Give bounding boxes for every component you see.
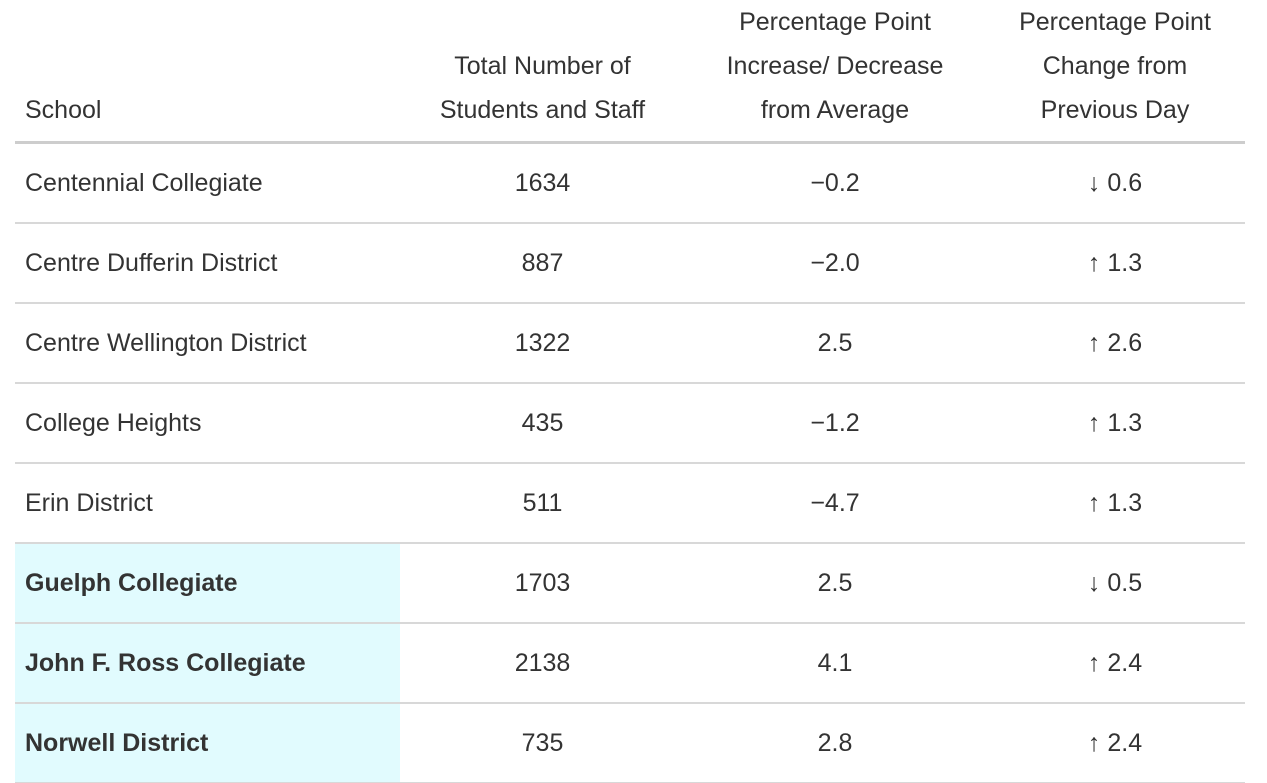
total-students-staff-value: 435 <box>521 408 564 437</box>
prev-day-change-value: 0.6 <box>1107 168 1143 197</box>
avg-change-cell: −2.0 <box>685 223 985 304</box>
total-students-staff-cell: 2138 <box>400 623 685 704</box>
table-row: Norwell District 735 2.8 ↑ 2.4 <box>15 703 1245 783</box>
up-arrow-icon: ↑ <box>1087 488 1101 517</box>
prev-day-change-value: 2.6 <box>1107 328 1143 357</box>
prev-day-change-value: 2.4 <box>1107 648 1143 677</box>
avg-change-value: 4.1 <box>817 648 853 677</box>
avg-change-cell: −1.2 <box>685 383 985 464</box>
down-arrow-icon: ↓ <box>1087 568 1101 597</box>
table-row: Centre Wellington District 1322 2.5 ↑ 2.6 <box>15 303 1245 384</box>
school-name: John F. Ross Collegiate <box>25 648 306 677</box>
school-name-cell: Centre Dufferin District <box>15 223 400 304</box>
total-students-staff-cell: 1322 <box>400 303 685 384</box>
avg-change-cell: 4.1 <box>685 623 985 704</box>
school-name-cell: Centennial Collegiate <box>15 142 400 224</box>
school-name: College Heights <box>25 408 202 437</box>
total-students-staff-value: 1703 <box>514 568 571 597</box>
school-name: Guelph Collegiate <box>25 568 238 597</box>
avg-change-value: 2.8 <box>817 728 853 757</box>
school-name: Centennial Collegiate <box>25 168 263 197</box>
column-header-total: Total Number of Students and Staff <box>400 0 685 144</box>
school-name-cell: Centre Wellington District <box>15 303 400 384</box>
header-row: School Total Number of Students and Staff P… <box>15 0 1245 144</box>
prev-day-change-cell: ↑ 2.6 <box>985 303 1245 384</box>
column-header-prev_day: Percentage Point Change from Previous Day <box>985 0 1245 144</box>
total-students-staff-cell: 735 <box>400 703 685 783</box>
school-name: Erin District <box>25 488 153 517</box>
prev-day-change-cell: ↓ 0.5 <box>985 543 1245 624</box>
school-name-cell: Guelph Collegiate <box>15 543 400 624</box>
school-name: Centre Wellington District <box>25 328 307 357</box>
total-students-staff-cell: 1634 <box>400 142 685 224</box>
school-name: Centre Dufferin District <box>25 248 278 277</box>
down-arrow-icon: ↓ <box>1087 168 1101 197</box>
prev-day-change-value: 0.5 <box>1107 568 1143 597</box>
up-arrow-icon: ↑ <box>1087 728 1101 757</box>
column-header-avg_change: Percentage Point Increase/ Decrease from A… <box>685 0 985 144</box>
total-students-staff-value: 887 <box>521 248 564 277</box>
prev-day-change-value: 2.4 <box>1107 728 1143 757</box>
school-name-cell: John F. Ross Collegiate <box>15 623 400 704</box>
prev-day-change-cell: ↑ 2.4 <box>985 623 1245 704</box>
school-stats-table: School Total Number of Students and Staff P… <box>15 0 1245 783</box>
table-row: John F. Ross Collegiate 2138 4.1 ↑ 2.4 <box>15 623 1245 704</box>
table-row: Erin District 511 −4.7 ↑ 1.3 <box>15 463 1245 544</box>
avg-change-cell: −0.2 <box>685 142 985 224</box>
avg-change-value: −0.2 <box>810 168 860 197</box>
avg-change-cell: 2.5 <box>685 303 985 384</box>
total-students-staff-cell: 435 <box>400 383 685 464</box>
prev-day-change-cell: ↓ 0.6 <box>985 142 1245 224</box>
prev-day-change-cell: ↑ 1.3 <box>985 383 1245 464</box>
table-row: College Heights 435 −1.2 ↑ 1.3 <box>15 383 1245 464</box>
table-row: Centennial Collegiate 1634 −0.2 ↓ 0.6 <box>15 142 1245 224</box>
column-header-school: School <box>15 0 400 144</box>
school-name: Norwell District <box>25 728 209 757</box>
school-name-cell: Erin District <box>15 463 400 544</box>
prev-day-change-value: 1.3 <box>1107 408 1143 437</box>
prev-day-change-cell: ↑ 1.3 <box>985 223 1245 304</box>
total-students-staff-value: 1634 <box>514 168 571 197</box>
total-students-staff-value: 735 <box>521 728 564 757</box>
avg-change-value: 2.5 <box>817 328 853 357</box>
total-students-staff-cell: 511 <box>400 463 685 544</box>
avg-change-cell: −4.7 <box>685 463 985 544</box>
up-arrow-icon: ↑ <box>1087 328 1101 357</box>
table-row: Guelph Collegiate 1703 2.5 ↓ 0.5 <box>15 543 1245 624</box>
total-students-staff-value: 1322 <box>514 328 571 357</box>
prev-day-change-cell: ↑ 1.3 <box>985 463 1245 544</box>
up-arrow-icon: ↑ <box>1087 648 1101 677</box>
total-students-staff-value: 511 <box>522 488 563 517</box>
prev-day-change-cell: ↑ 2.4 <box>985 703 1245 783</box>
avg-change-cell: 2.8 <box>685 703 985 783</box>
school-name-cell: Norwell District <box>15 703 400 783</box>
avg-change-value: −1.2 <box>810 408 860 437</box>
table-row: Centre Dufferin District 887 −2.0 ↑ 1.3 <box>15 223 1245 304</box>
up-arrow-icon: ↑ <box>1087 408 1101 437</box>
avg-change-value: −4.7 <box>810 488 860 517</box>
total-students-staff-cell: 887 <box>400 223 685 304</box>
total-students-staff-value: 2138 <box>514 648 571 677</box>
avg-change-value: 2.5 <box>817 568 853 597</box>
prev-day-change-value: 1.3 <box>1107 488 1143 517</box>
avg-change-cell: 2.5 <box>685 543 985 624</box>
school-name-cell: College Heights <box>15 383 400 464</box>
total-students-staff-cell: 1703 <box>400 543 685 624</box>
prev-day-change-value: 1.3 <box>1107 248 1143 277</box>
avg-change-value: −2.0 <box>810 248 860 277</box>
up-arrow-icon: ↑ <box>1087 248 1101 277</box>
